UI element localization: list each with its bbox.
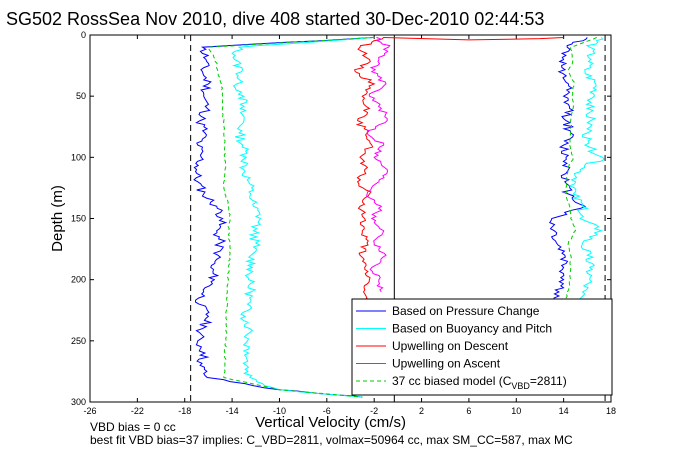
legend-label: Upwelling on Ascent [392,357,501,371]
series-0-ascent [548,37,588,305]
y-axis-label: Depth (m) [49,185,66,252]
legend: Based on Pressure Change Based on Buoyanc… [351,298,613,396]
legend-label: Based on Pressure Change [392,304,540,318]
series-1 [231,36,605,398]
footer-best-fit: best fit VBD bias=37 implies: C_VBD=2811… [90,433,573,447]
descent-surface-spike [383,36,564,41]
x-tick-label: 2 [419,406,424,416]
legend-label: Based on Buoyancy and Pitch [392,322,552,336]
x-tick-label: -18 [178,406,191,416]
y-tick-label: 300 [71,397,86,407]
x-tick-label: -2 [370,406,378,416]
y-tick-label: 0 [81,30,86,40]
legend-label: 37 cc biased model (CVBD=2811) [392,374,567,391]
series-1-descent [231,36,375,398]
y-tick-label: 150 [71,214,86,224]
x-tick-label: -6 [323,406,331,416]
series-0-descent [193,36,375,398]
y-tick-label: 250 [71,336,86,346]
series-3 [366,36,391,293]
x-tick-label: -22 [131,406,144,416]
series-1-ascent [568,37,605,305]
x-tick-label: 10 [511,406,521,416]
legend-label: Upwelling on Descent [392,339,509,353]
x-tick-label: 18 [606,406,616,416]
series-4 [207,36,598,398]
x-axis-label: Vertical Velocity (cm/s) [255,414,406,431]
x-tick-label: 6 [466,406,471,416]
series-4-ascent [565,36,598,305]
y-tick-label: 100 [71,152,86,162]
legend-box [351,298,613,396]
x-tick-label: -26 [83,406,96,416]
x-tick-label: -10 [273,406,286,416]
x-tick-label: 14 [559,406,569,416]
x-tick-label: -14 [226,406,239,416]
series-4-descent [207,36,375,398]
footer-vbd-bias: VBD bias = 0 cc [90,420,176,434]
series-0 [193,36,588,398]
y-tick-label: 200 [71,275,86,285]
chart-title: SG502 RossSea Nov 2010, dive 408 started… [6,9,544,29]
series-3-line [366,36,391,293]
y-tick-label: 50 [76,91,86,101]
